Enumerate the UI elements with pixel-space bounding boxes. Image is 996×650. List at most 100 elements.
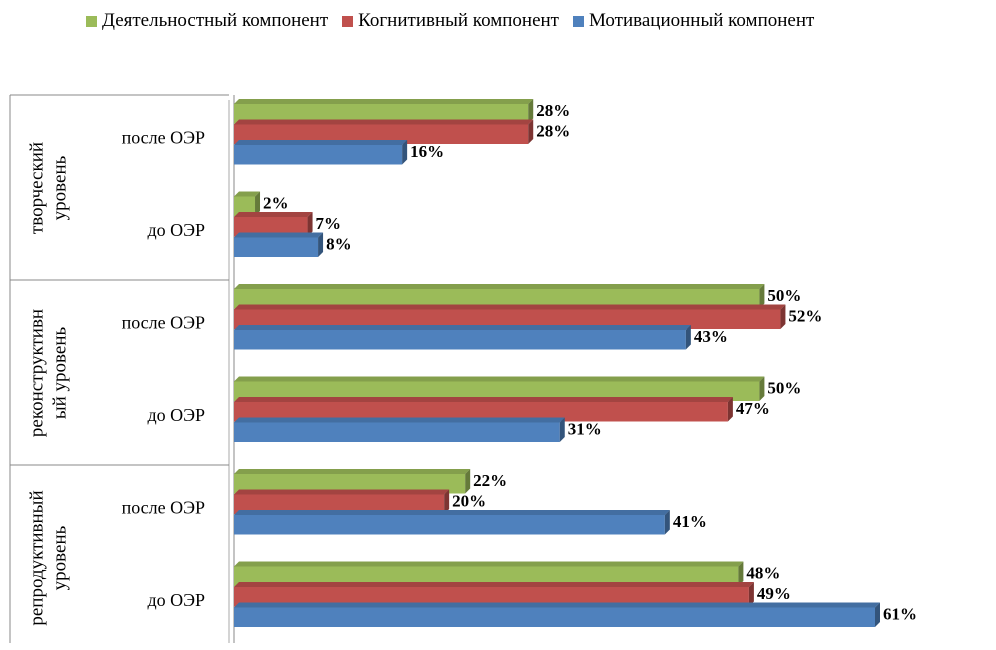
bar <box>234 582 754 607</box>
bar-face <box>234 515 665 535</box>
bar <box>234 417 565 442</box>
bar <box>234 232 324 257</box>
legend-label: Деятельностный компонент <box>102 10 329 31</box>
data-label: 31% <box>568 420 602 439</box>
bar <box>234 489 450 514</box>
bar-side <box>759 284 765 309</box>
bar-face <box>234 309 781 329</box>
bar-top <box>234 284 765 289</box>
bar-top <box>234 325 691 330</box>
data-label: 22% <box>473 471 507 490</box>
bar-side <box>255 191 261 216</box>
bar-side <box>528 99 534 124</box>
bar <box>234 119 534 144</box>
bar-top <box>234 191 261 197</box>
bar-side <box>664 510 670 535</box>
legend-swatch <box>342 15 354 27</box>
bar-face <box>234 587 749 607</box>
bar-side <box>402 140 408 165</box>
legend-label: Когнитивный компонент <box>358 10 559 31</box>
bar <box>234 284 765 309</box>
bar-top <box>234 397 733 402</box>
bar-top <box>234 99 534 104</box>
bar <box>234 325 691 350</box>
data-label: 16% <box>410 142 444 161</box>
category-label: до ОЭР <box>147 590 205 610</box>
data-label: 28% <box>536 122 570 141</box>
bar-face <box>234 237 319 257</box>
bar-side <box>759 376 765 401</box>
bar-top <box>234 561 744 567</box>
bar-face <box>234 104 529 124</box>
bar-side <box>685 325 691 350</box>
data-label: 49% <box>757 584 791 603</box>
data-label: 20% <box>452 492 486 511</box>
data-label: 48% <box>746 564 780 583</box>
category-label: после ОЭР <box>122 127 205 147</box>
category-label: после ОЭР <box>122 497 205 517</box>
bar-face <box>234 607 875 627</box>
bar-top <box>234 469 471 474</box>
legend-label: Мотивационный компонент <box>588 10 815 31</box>
bar-side <box>307 212 313 237</box>
bar-side <box>318 232 324 257</box>
bar-side <box>465 469 471 494</box>
category-label: до ОЭР <box>147 220 205 240</box>
data-label: 41% <box>673 512 707 531</box>
data-label: 52% <box>788 307 822 326</box>
data-label: 8% <box>326 235 352 254</box>
bar-face <box>234 124 529 144</box>
bar <box>234 191 261 216</box>
bar <box>234 561 744 586</box>
bar-top <box>234 376 765 382</box>
legend-item: Мотивационный компонент <box>572 10 815 32</box>
bar <box>234 602 880 627</box>
bar-face <box>234 474 466 494</box>
bar-side <box>875 602 880 627</box>
bar-side <box>780 304 786 329</box>
bar <box>234 469 471 494</box>
bar-top <box>234 232 324 238</box>
bar-top <box>234 602 880 608</box>
bar-face <box>234 145 403 165</box>
data-label: 7% <box>316 214 342 233</box>
bar-face <box>234 289 760 309</box>
bar-side <box>559 417 565 442</box>
bar-top <box>234 304 786 310</box>
bar-top <box>234 119 534 125</box>
bar-top <box>234 417 565 423</box>
bar-side <box>444 489 450 514</box>
bar-side <box>738 561 744 586</box>
legend-item: Деятельностный компонент <box>86 10 328 32</box>
bar-face <box>234 196 256 216</box>
data-label: 43% <box>694 327 728 346</box>
data-label: 61% <box>883 605 917 624</box>
bar <box>234 99 534 124</box>
bar <box>234 510 670 535</box>
data-label: 50% <box>767 286 801 305</box>
legend-swatch <box>572 15 584 27</box>
bar-face <box>234 566 739 586</box>
bar-side <box>748 582 754 607</box>
bar-face <box>234 402 728 422</box>
bar-face <box>234 217 308 237</box>
bar-face <box>234 494 445 514</box>
bar-side <box>528 119 534 144</box>
legend: Деятельностный компонент Когнитивный комп… <box>86 10 814 32</box>
data-label: 2% <box>263 194 289 213</box>
bar <box>234 397 733 422</box>
group-label: репродуктивный уровень <box>26 489 70 626</box>
bar <box>234 304 786 329</box>
category-label: до ОЭР <box>147 405 205 425</box>
group-label: творческий уровень <box>26 141 70 234</box>
group-label: реконструктивн ый уровень <box>26 308 70 437</box>
bar <box>234 376 765 401</box>
bar-side <box>727 397 733 422</box>
bar-face <box>234 381 760 401</box>
bar-top <box>234 140 408 145</box>
legend-item: Когнитивный компонент <box>342 10 559 32</box>
bar-top <box>234 212 313 217</box>
bar-top <box>234 489 450 495</box>
